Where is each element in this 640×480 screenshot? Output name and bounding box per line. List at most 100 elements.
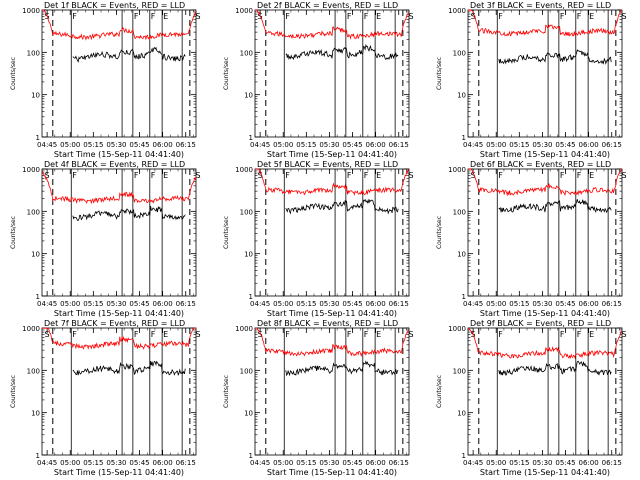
segment-marker: F (72, 171, 77, 180)
y-axis-label: Counts/sec (223, 375, 230, 408)
y-tick-label: 1000 (235, 7, 253, 15)
y-tick-label: 10 (244, 92, 253, 100)
x-tick-label: 05:30 (532, 141, 552, 149)
y-tick-label: 1000 (22, 325, 40, 333)
x-tick-label: 05:15 (296, 459, 316, 467)
x-tick-label: 06:15 (602, 141, 622, 149)
x-axis-label: Start Time (15-Sep-11 04:41:40) (480, 150, 610, 159)
panel-title: Det 5f BLACK = Events, RED = LLD (257, 160, 398, 169)
chart-panel-8: Det 8f BLACK = Events, RED = LLD 1 10 100 10… (223, 319, 414, 477)
x-tick-label: 05:45 (555, 141, 575, 149)
x-axis-label: Start Time (15-Sep-11 04:41:40) (54, 150, 184, 159)
y-tick-label: 1000 (448, 166, 466, 174)
plot-frame (41, 327, 197, 456)
y-axis-label: Counts/sec (10, 57, 17, 90)
series-lld-line (255, 327, 410, 358)
segment-marker: F (151, 171, 156, 180)
x-tick-label: 05:45 (129, 300, 149, 308)
x-tick-label: 05:00 (60, 141, 80, 149)
x-tick-label: 06:15 (176, 300, 196, 308)
x-tick-label: 05:30 (319, 141, 339, 149)
segment-marker: S (195, 12, 200, 21)
y-tick-label: 1000 (22, 7, 40, 15)
x-tick-label: 06:00 (579, 459, 599, 467)
panel-title: Det 6f BLACK = Events, RED = LLD (470, 160, 611, 169)
x-axis-label: Start Time (15-Sep-11 04:41:40) (480, 309, 610, 318)
plot-frame (41, 168, 197, 297)
series-lld-line (42, 327, 196, 350)
segment-marker: S (45, 171, 50, 180)
x-tick-label: 05:30 (106, 300, 126, 308)
y-tick-label: 10 (31, 251, 40, 259)
x-axis-label: Start Time (15-Sep-11 04:41:40) (54, 468, 184, 477)
segment-marker: S (621, 330, 626, 339)
chart-panel-3: Det 3f BLACK = Events, RED = LLD 1 10 100 10… (436, 1, 627, 159)
segment-marker: E (589, 12, 594, 21)
x-tick-label: 05:30 (106, 141, 126, 149)
y-tick-label: 1 (36, 293, 40, 301)
y-tick-label: 1000 (448, 325, 466, 333)
x-tick-label: 05:45 (129, 141, 149, 149)
series-lld-line (42, 9, 197, 41)
x-tick-label: 06:15 (389, 141, 409, 149)
x-tick-label: 05:30 (532, 459, 552, 467)
x-tick-label: 04:45 (37, 459, 57, 467)
x-tick-label: 05:00 (486, 141, 506, 149)
segment-marker: S (408, 330, 413, 339)
series-events-line (498, 360, 612, 376)
x-tick-label: 04:45 (250, 141, 270, 149)
x-tick-label: 04:45 (463, 300, 483, 308)
plot-frame (467, 9, 623, 138)
y-tick-label: 100 (27, 367, 40, 375)
y-tick-label: 100 (453, 49, 466, 57)
segment-marker: F (560, 330, 565, 339)
segment-marker: S (471, 12, 476, 21)
series-lld-line (41, 170, 197, 205)
x-tick-label: 06:15 (389, 300, 409, 308)
x-tick-label: 06:00 (153, 459, 173, 467)
x-tick-label: 06:00 (153, 141, 173, 149)
segment-marker: F (364, 330, 369, 339)
x-tick-label: 05:15 (509, 459, 529, 467)
y-tick-label: 1 (462, 134, 466, 142)
series-events-line (498, 199, 612, 214)
segment-marker: F (72, 330, 77, 339)
segment-marker: S (195, 171, 200, 180)
segment-marker: F (498, 12, 503, 21)
chart-panel-5: Det 5f BLACK = Events, RED = LLD 1 10 100 10… (223, 160, 414, 318)
x-tick-label: 06:00 (153, 300, 173, 308)
segment-marker: F (134, 330, 139, 339)
chart-panel-7: Det 7f BLACK = Events, RED = LLD 1 10 100 10… (10, 319, 201, 477)
panel-title: Det 3f BLACK = Events, RED = LLD (470, 1, 611, 10)
y-axis-label: Counts/sec (436, 216, 443, 249)
segment-marker: E (376, 171, 381, 180)
segment-marker: F (151, 330, 156, 339)
y-tick-label: 100 (240, 208, 253, 216)
series-lld-line (255, 168, 410, 196)
segment-marker: S (408, 12, 413, 21)
y-tick-label: 1 (36, 452, 40, 460)
x-tick-label: 05:00 (60, 300, 80, 308)
segment-marker: F (134, 171, 139, 180)
y-tick-label: 1 (249, 452, 253, 460)
chart-panel-9: Det 9f BLACK = Events, RED = LLD 1 10 100 10… (436, 319, 627, 477)
plot-frame (467, 327, 623, 456)
y-tick-label: 100 (27, 208, 40, 216)
segment-marker: F (347, 12, 352, 21)
x-tick-label: 04:45 (37, 300, 57, 308)
x-tick-label: 05:30 (532, 300, 552, 308)
chart-panel-4: Det 4f BLACK = Events, RED = LLD 1 10 100 10… (10, 160, 201, 318)
panel-title: Det 2f BLACK = Events, RED = LLD (257, 1, 398, 10)
panel-title: Det 7f BLACK = Events, RED = LLD (44, 319, 185, 328)
panel-title: Det 1f BLACK = Events, RED = LLD (44, 1, 185, 10)
segment-marker: E (163, 171, 168, 180)
segment-marker: F (577, 12, 582, 21)
panel-title: Det 8f BLACK = Events, RED = LLD (257, 319, 398, 328)
segment-marker: S (195, 330, 200, 339)
plot-frame (254, 327, 410, 456)
segment-marker: F (577, 171, 582, 180)
segment-marker: S (258, 171, 263, 180)
y-axis-label: Counts/sec (223, 216, 230, 249)
y-axis-label: Counts/sec (436, 375, 443, 408)
x-tick-label: 06:15 (176, 141, 196, 149)
